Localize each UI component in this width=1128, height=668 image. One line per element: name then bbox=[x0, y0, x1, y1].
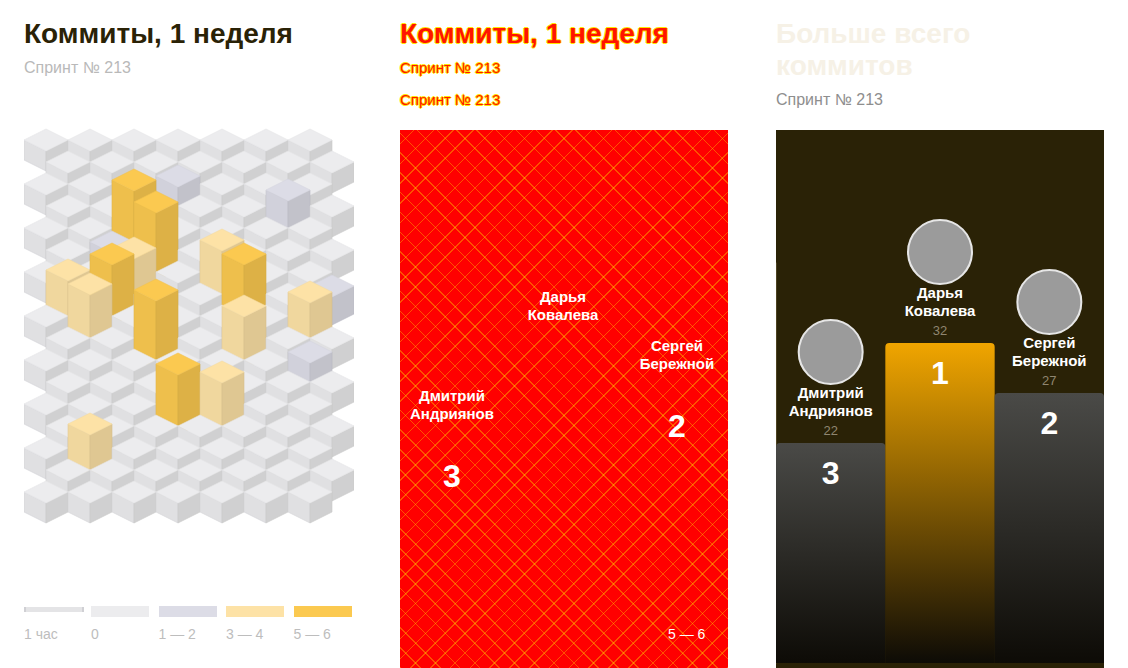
svg-text:27: 27 bbox=[1042, 373, 1056, 388]
svg-text:32: 32 bbox=[933, 323, 947, 338]
svg-text:2: 2 bbox=[1040, 405, 1058, 441]
svg-text:Андриянов: Андриянов bbox=[789, 402, 873, 419]
svg-text:3: 3 bbox=[822, 455, 840, 491]
html-text:Спринт № 213: Спринт № 213 bbox=[24, 59, 131, 76]
html-text:3 — 4: 3 — 4 bbox=[226, 626, 264, 642]
html-text:Коммиты, 1 неделя: Коммиты, 1 неделя bbox=[24, 18, 293, 49]
html-text:Дарья Ковалева: Дарья Ковалева bbox=[527, 288, 599, 323]
html-text:1 час: 1 час bbox=[24, 626, 58, 642]
html-text:Спринт № 213: Спринт № 213 bbox=[400, 59, 501, 76]
svg-text:1: 1 bbox=[931, 355, 949, 391]
html-text:Спринт № 213: Спринт № 213 bbox=[400, 91, 501, 108]
svg-text:Дарья: Дарья bbox=[917, 284, 963, 301]
html-text:Спринт № 213: Спринт № 213 bbox=[776, 91, 883, 108]
html-text:1 — 2: 1 — 2 bbox=[158, 626, 196, 642]
svg-text:Сергей: Сергей bbox=[1023, 334, 1075, 351]
svg-text:Дмитрий: Дмитрий bbox=[798, 384, 864, 401]
html-text:Коммиты, 1 неделя: Коммиты, 1 неделя bbox=[400, 18, 669, 49]
svg-text:22: 22 bbox=[823, 423, 837, 438]
html-text:Дмитрий Андриянов: Дмитрий Андриянов bbox=[410, 387, 494, 422]
svg-text:Ковалева: Ковалева bbox=[905, 302, 976, 319]
html-text:3: 3 bbox=[443, 458, 461, 494]
html-text:Сергей Бережной: Сергей Бережной bbox=[639, 337, 715, 372]
html-text:Больше всего коммитов: Больше всего коммитов bbox=[776, 18, 971, 81]
html-text:0: 0 bbox=[91, 626, 99, 642]
html-text:2: 2 bbox=[668, 408, 686, 444]
svg-text:Бережной: Бережной bbox=[1012, 352, 1087, 369]
html-text:5 — 6: 5 — 6 bbox=[293, 626, 331, 642]
html-text:5 — 6: 5 — 6 bbox=[668, 626, 706, 642]
